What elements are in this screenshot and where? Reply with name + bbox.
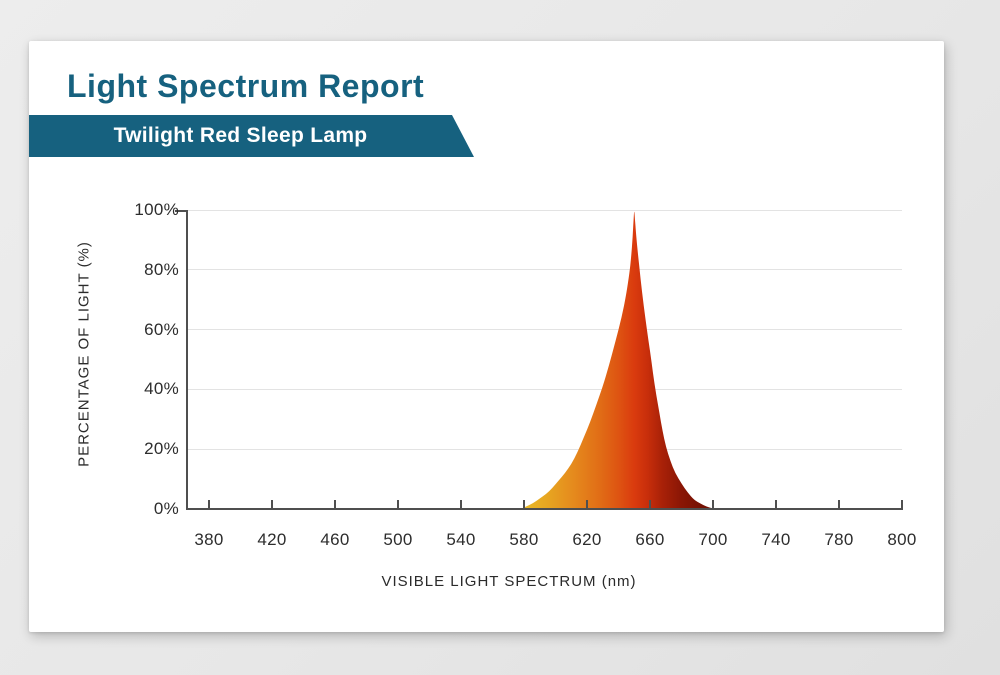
x-tick-mark-580 [523, 500, 525, 509]
x-tick-mark-800 [901, 500, 903, 509]
spectrum-curve-svg [520, 211, 715, 509]
x-tick-mark-740 [775, 500, 777, 509]
y-tick-label-100: 100% [134, 200, 179, 219]
x-tick-mark-780 [838, 500, 840, 509]
x-tick-mark-700 [712, 500, 714, 509]
x-axis-title: VISIBLE LIGHT SPECTRUM (nm) [381, 573, 637, 590]
x-tick-mark-380 [208, 500, 210, 509]
report-card: Light Spectrum Report Twilight Red Sleep… [29, 41, 944, 632]
x-tick-label-540: 540 [446, 530, 476, 549]
x-tick-label-580: 580 [509, 530, 539, 549]
x-tick-label-500: 500 [383, 530, 413, 549]
x-axis-tick-labels: 380 420 460 500 540 580 620 660 700 740 780 800 [187, 530, 916, 554]
y-axis-top-tick [175, 210, 187, 212]
gridline-100pct [187, 209, 902, 211]
y-axis-tick-labels: 0% 20% 40% 60% 80% 100% [29, 200, 179, 518]
x-tick-label-700: 700 [698, 530, 728, 549]
x-tick-label-420: 420 [257, 530, 287, 549]
product-banner: Twilight Red Sleep Lamp [29, 115, 474, 157]
x-tick-label-780: 780 [824, 530, 854, 549]
y-axis-line [186, 210, 188, 509]
gridline-20pct [187, 448, 902, 450]
y-tick-label-20: 20% [144, 439, 179, 459]
report-title: Light Spectrum Report [67, 68, 425, 104]
x-tick-label-460: 460 [320, 530, 350, 549]
spectrum-area [520, 211, 715, 509]
x-axis-line [186, 508, 903, 510]
plot-area [175, 209, 903, 510]
x-tick-label-800: 800 [887, 530, 917, 549]
x-tick-mark-420 [271, 500, 273, 509]
product-banner-label: Twilight Red Sleep Lamp [113, 124, 368, 147]
x-tick-mark-500 [397, 500, 399, 509]
gridline-40pct [187, 388, 902, 390]
y-tick-label-80: 80% [144, 259, 179, 279]
x-tick-mark-660 [649, 500, 651, 509]
x-tick-label-620: 620 [572, 530, 602, 549]
x-tick-label-660: 660 [635, 530, 665, 549]
x-tick-mark-460 [334, 500, 336, 509]
y-tick-label-40: 40% [144, 379, 179, 399]
y-tick-label-60: 60% [144, 319, 179, 339]
x-tick-mark-620 [586, 500, 588, 509]
gridline-60pct [187, 329, 902, 331]
x-tick-mark-540 [460, 500, 462, 509]
y-tick-label-0: 0% [153, 499, 179, 518]
x-tick-label-740: 740 [761, 530, 791, 549]
gridline-80pct [187, 269, 902, 271]
x-tick-label-380: 380 [194, 530, 224, 549]
